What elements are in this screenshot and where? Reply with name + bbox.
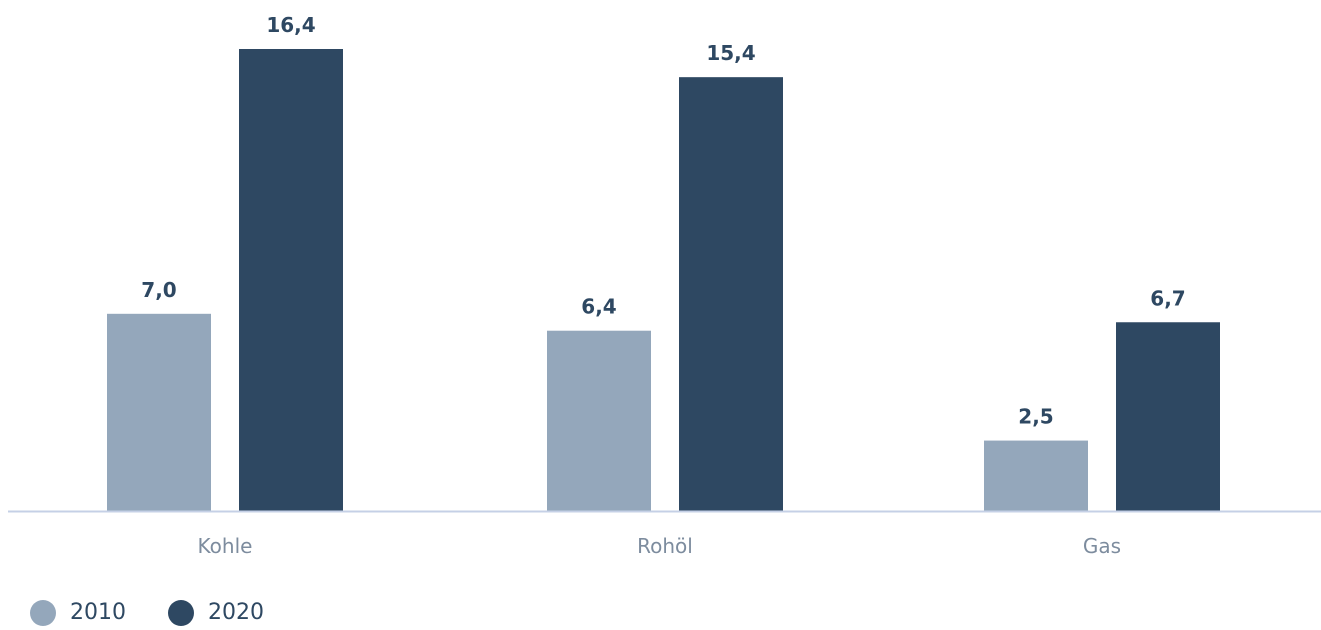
value-label-2020-kohle: 16,4	[266, 13, 315, 37]
bar-2010-kohle	[107, 313, 211, 511]
category-label-gas: Gas	[1083, 534, 1121, 558]
bar-2010-rohöl	[547, 330, 651, 511]
legend-item-2020: 2020	[168, 600, 264, 626]
legend-item-2010: 2010	[30, 600, 126, 626]
bar-2020-rohöl	[679, 77, 783, 512]
value-label-2010-kohle: 7,0	[141, 278, 176, 302]
value-label-2020-gas: 6,7	[1150, 286, 1185, 310]
legend-label-2020: 2020	[208, 600, 264, 625]
value-label-2010-rohöl: 6,4	[581, 295, 616, 319]
category-label-rohöl: Rohöl	[637, 534, 693, 558]
value-label-2010-gas: 2,5	[1018, 405, 1053, 429]
value-label-2020-rohöl: 15,4	[706, 41, 755, 65]
legend-label-2010: 2010	[70, 600, 126, 625]
bar-2020-gas	[1116, 322, 1220, 511]
category-label-kohle: Kohle	[198, 534, 253, 558]
legend-swatch-2010	[30, 600, 56, 626]
legend-swatch-2020	[168, 600, 194, 626]
legend: 2010 2020	[30, 600, 264, 626]
bar-2020-kohle	[239, 49, 343, 511]
bar-2010-gas	[984, 440, 1088, 511]
